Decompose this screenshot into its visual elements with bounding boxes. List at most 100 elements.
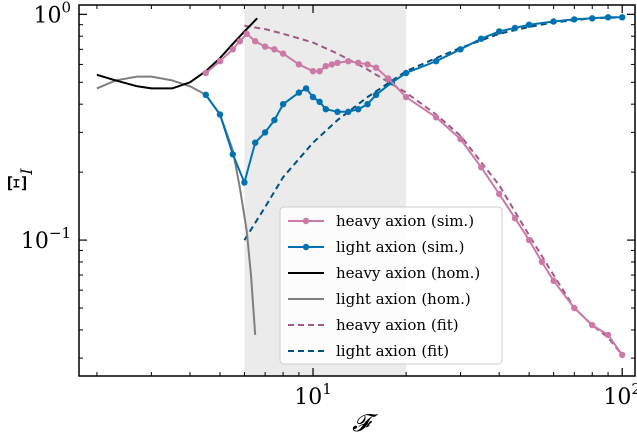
- data-point-light-axion-sim: [372, 91, 380, 99]
- data-point-heavy-axion-sim: [604, 331, 612, 339]
- data-point-light-axion-sim: [241, 179, 248, 186]
- data-point-heavy-axion-sim: [279, 50, 287, 57]
- data-point-heavy-axion-sim: [550, 277, 557, 284]
- data-point-heavy-axion-sim: [261, 43, 269, 50]
- data-point-light-axion-sim: [322, 106, 329, 113]
- data-point-heavy-axion-sim: [216, 58, 224, 65]
- data-point-light-axion-sim: [271, 116, 278, 124]
- series-line-heavy-axion-hom: [96, 17, 258, 90]
- y-tick-label: 10−1: [21, 224, 71, 254]
- data-point-light-axion-sim: [432, 58, 440, 65]
- data-point-light-axion-sim: [550, 18, 557, 25]
- data-point-heavy-axion-sim: [538, 258, 546, 266]
- legend-label: light axion (sim.): [336, 238, 465, 256]
- legend-item-heavy-axion-hom: heavy axion (hom.): [288, 264, 480, 282]
- legend-item-light-axion-fit: light axion (fit): [288, 342, 449, 360]
- data-point-light-axion-sim: [604, 14, 612, 21]
- data-point-light-axion-sim: [402, 69, 410, 77]
- data-point-heavy-axion-sim: [322, 62, 329, 70]
- y-tick-base: 10: [33, 3, 61, 28]
- data-point-light-axion-sim: [316, 98, 323, 106]
- data-point-heavy-axion-sim: [478, 164, 485, 171]
- data-point-heavy-axion-sim: [364, 61, 371, 68]
- x-tick-base: 10: [603, 385, 631, 410]
- y-axis-label-group: ΞI: [4, 168, 36, 192]
- data-point-heavy-axion-sim: [402, 93, 410, 101]
- x-tick-exp: 2: [631, 380, 637, 398]
- data-point-heavy-axion-sim: [229, 46, 236, 53]
- data-point-light-axion-sim: [229, 151, 236, 158]
- series-line-light-axion-hom: [96, 75, 257, 335]
- data-point-heavy-axion-sim: [345, 58, 352, 65]
- data-point-heavy-axion-sim: [295, 61, 303, 68]
- data-point-heavy-axion-sim: [334, 59, 341, 66]
- data-point-light-axion-sim: [355, 106, 362, 113]
- data-point-heavy-axion-sim: [525, 236, 533, 244]
- data-point-heavy-axion-sim: [511, 215, 519, 222]
- data-point-heavy-axion-sim: [457, 135, 464, 143]
- y-tick-label: 100: [33, 0, 71, 28]
- data-point-heavy-axion-sim: [571, 304, 578, 312]
- data-point-light-axion-sim: [571, 16, 578, 23]
- data-point-light-axion-sim: [619, 14, 626, 21]
- legend-label: heavy axion (fit): [336, 316, 459, 334]
- series-line-light-axion-fit: [243, 16, 623, 241]
- y-axis-label-sub: I: [17, 168, 36, 176]
- data-point-light-axion-sim: [202, 91, 209, 99]
- data-point-light-axion-sim: [295, 89, 303, 96]
- legend-box: [279, 206, 503, 365]
- data-point-light-axion-sim: [525, 21, 533, 28]
- data-point-light-axion-sim: [309, 93, 317, 101]
- major-ticks: [79, 5, 635, 376]
- series-layer: [96, 14, 626, 359]
- data-point-heavy-axion-sim: [589, 321, 596, 329]
- y-tick-exp: 0: [61, 0, 71, 16]
- data-point-light-axion-sim: [511, 24, 519, 32]
- data-point-heavy-axion-sim: [328, 61, 335, 68]
- data-point-heavy-axion-sim: [252, 38, 259, 45]
- legend-item-light-axion-hom: light axion (hom.): [288, 290, 471, 308]
- x-tick-label: 102: [603, 380, 637, 410]
- data-point-light-axion-sim: [261, 129, 269, 136]
- legend-item-heavy-axion-fit: heavy axion (fit): [288, 316, 459, 334]
- data-point-light-axion-sim: [478, 35, 485, 42]
- data-point-light-axion-sim: [279, 101, 287, 108]
- y-tick-base: 10: [21, 229, 49, 254]
- data-point-heavy-axion-sim: [496, 190, 503, 198]
- legend-items: heavy axion (sim.) light axion (sim.) heav…: [288, 212, 480, 360]
- data-point-light-axion-sim: [334, 108, 341, 116]
- data-point-heavy-axion-sim: [309, 68, 317, 75]
- legend-label: light axion (hom.): [336, 290, 471, 308]
- data-point-heavy-axion-sim: [236, 38, 244, 45]
- data-point-light-axion-sim: [364, 101, 371, 108]
- legend-marker: [302, 217, 310, 225]
- data-point-light-axion-sim: [496, 28, 503, 35]
- data-point-light-axion-sim: [589, 15, 596, 22]
- x-tick-label: 101: [294, 380, 332, 410]
- data-point-heavy-axion-sim: [202, 69, 209, 77]
- data-point-heavy-axion-sim: [385, 75, 392, 82]
- legend-item-heavy-axion-sim: heavy axion (sim.): [288, 212, 474, 230]
- x-axis-label: 𝓕: [352, 409, 378, 437]
- data-point-heavy-axion-sim: [372, 64, 380, 71]
- y-axis-label: ΞI: [4, 168, 36, 192]
- y-axis-label-main: Ξ: [4, 175, 32, 192]
- legend: heavy axion (sim.) light axion (sim.) heav…: [279, 206, 503, 365]
- legend-label: light axion (fit): [336, 342, 449, 360]
- data-point-heavy-axion-sim: [271, 46, 278, 53]
- data-point-light-axion-sim: [302, 85, 310, 92]
- legend-label: heavy axion (hom.): [336, 264, 480, 282]
- legend-marker: [302, 243, 310, 251]
- data-point-heavy-axion-sim: [355, 59, 362, 66]
- data-point-light-axion-sim: [252, 139, 259, 146]
- legend-label: heavy axion (sim.): [336, 212, 474, 230]
- data-point-light-axion-sim: [457, 46, 464, 53]
- data-point-light-axion-sim: [345, 108, 352, 116]
- x-tick-base: 10: [294, 385, 322, 410]
- legend-item-light-axion-sim: light axion (sim.): [288, 238, 465, 256]
- y-tick-exp: −1: [49, 224, 71, 242]
- data-point-heavy-axion-sim: [243, 30, 250, 37]
- data-point-light-axion-sim: [216, 111, 224, 118]
